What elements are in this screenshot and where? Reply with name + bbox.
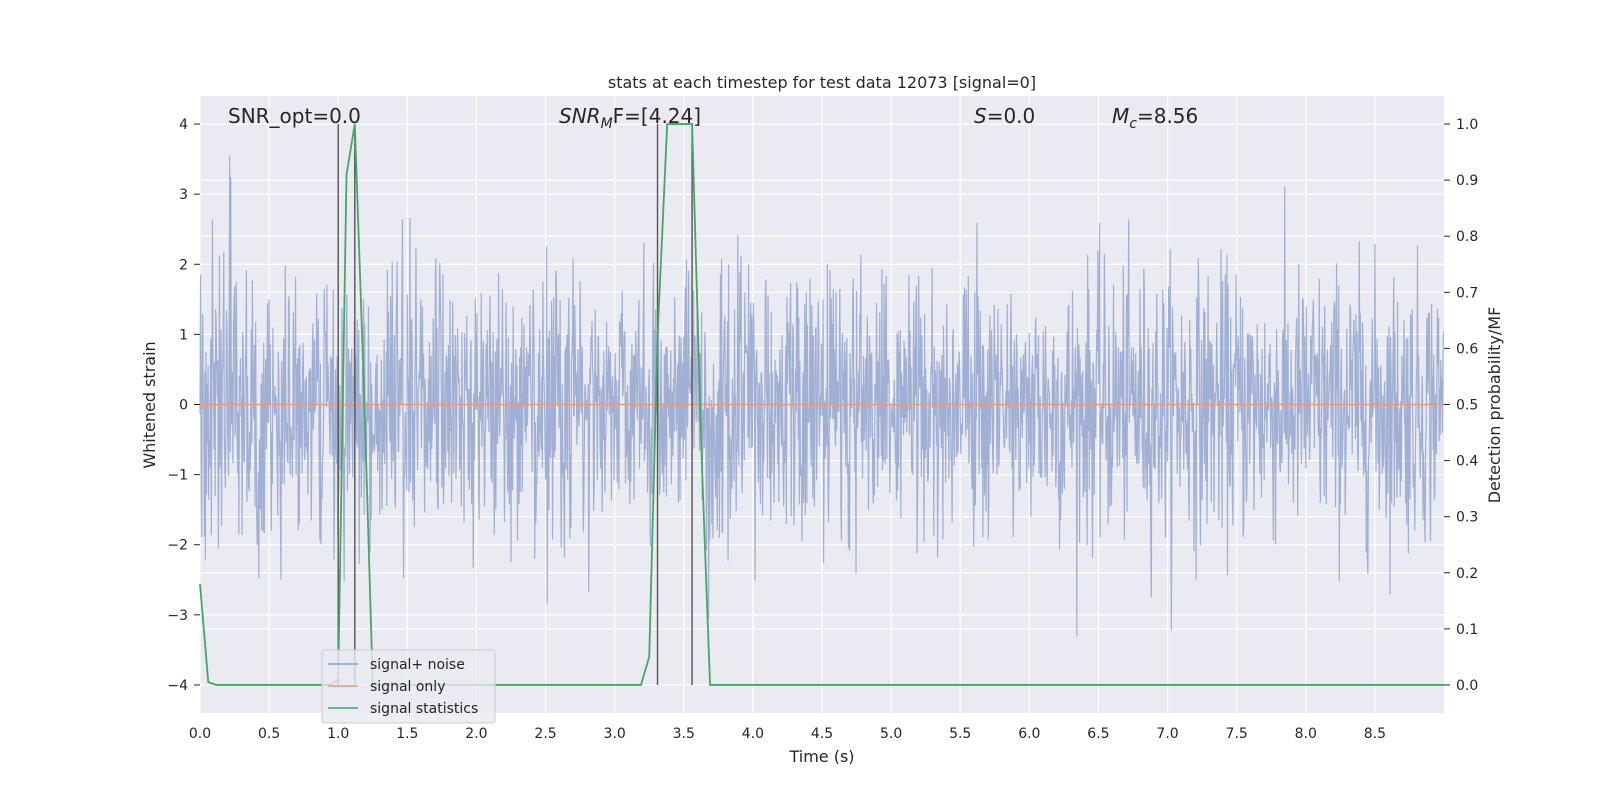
x-tick-label: 6.5 [1087,726,1109,742]
x-tick-label: 2.5 [534,726,556,742]
signal-noise-series [199,155,1445,637]
y-tick-label-left: −3 [167,608,188,624]
annotation-mc-sub: c [1129,116,1137,132]
x-tick-label: 5.0 [880,726,902,742]
x-axis-label: Time (s) [788,747,854,766]
y-tick-label-left: 4 [179,117,188,133]
legend-label-signal-noise: signal+ noise [370,657,465,673]
annotation-s-main: S [974,104,987,128]
y-tick-label-right: 0.0 [1456,678,1478,694]
y-tick-label-left: 3 [179,187,188,203]
y-tick-label-right: 1.0 [1456,117,1478,133]
x-tick-label: 4.5 [811,726,833,742]
y-tick-label-right: 0.6 [1456,341,1478,357]
annotation-mc: Mc=8.56 [1112,104,1198,132]
signal-noise-line [199,155,1445,637]
x-tick-label: 4.0 [742,726,764,742]
y-ticks-right: 0.0 0.1 0.2 0.3 0.4 0.5 0.6 0.7 0.8 0.9 1.0 [1444,117,1478,694]
x-tick-label: 3.5 [673,726,695,742]
annotation-mc-rest: =8.56 [1137,104,1198,128]
legend: signal+ noise signal only signal statist… [321,649,496,724]
y-axis-label-right: Detection probability/MF [1485,307,1504,504]
y-tick-label-right: 0.8 [1456,229,1478,245]
y-tick-label-right: 0.2 [1456,566,1478,582]
annotation-snr-mf: SNRMF=[4.24] [559,104,701,132]
annotation-mc-main: M [1112,104,1129,128]
x-tick-label: 6.0 [1018,726,1040,742]
x-tick-label: 8.0 [1295,726,1317,742]
y-tick-label-left: −2 [167,538,188,554]
y-tick-label-right: 0.4 [1456,454,1478,470]
y-tick-label-left: −4 [167,678,188,694]
vertical-markers [337,124,693,685]
annotation-snr-opt: SNR_opt=0.0 [228,104,361,128]
x-tick-label: 0.0 [189,726,211,742]
y-tick-label-right: 0.1 [1456,622,1478,638]
legend-label-signal-only: signal only [370,679,445,695]
x-tick-label: 1.5 [396,726,418,742]
x-tick-label: 0.5 [258,726,280,742]
x-tick-label: 3.0 [604,726,626,742]
x-tick-label: 5.5 [949,726,971,742]
y-tick-label-right: 0.5 [1456,398,1478,414]
y-tick-label-left: −1 [167,468,188,484]
annotation-s: S=0.0 [974,104,1035,128]
y-tick-label-left: 1 [179,327,188,343]
x-ticks: 0.0 0.5 1.0 1.5 2.0 2.5 3.0 3.5 4.0 4.5 5.0 5.5 6.0 6… [189,726,1386,742]
annotation-s-rest: =0.0 [987,104,1036,128]
y-tick-label-right: 0.9 [1456,173,1478,189]
chart-title: stats at each timestep for test data 120… [608,73,1036,92]
y-ticks-left: −4 −3 −2 −1 0 1 2 3 4 [167,117,200,694]
x-tick-label: 1.0 [327,726,349,742]
legend-label-signal-statistics: signal statistics [370,701,478,717]
x-tick-label: 8.5 [1364,726,1386,742]
annotation-snr-mf-rest: F=[4.24] [613,104,701,128]
x-tick-label: 7.0 [1156,726,1178,742]
x-tick-label: 2.0 [465,726,487,742]
y-tick-label-left: 0 [179,398,188,414]
y-tick-label-right: 0.7 [1456,285,1478,301]
legend-box [321,649,496,724]
y-tick-label-left: 2 [179,257,188,273]
annotation-snr-mf-main: SNR [559,104,601,128]
annotation-snr-mf-sub: M [601,116,613,132]
y-tick-label-right: 0.3 [1456,510,1478,526]
y-axis-label-left: Whitened strain [140,341,159,468]
x-tick-label: 7.5 [1226,726,1248,742]
